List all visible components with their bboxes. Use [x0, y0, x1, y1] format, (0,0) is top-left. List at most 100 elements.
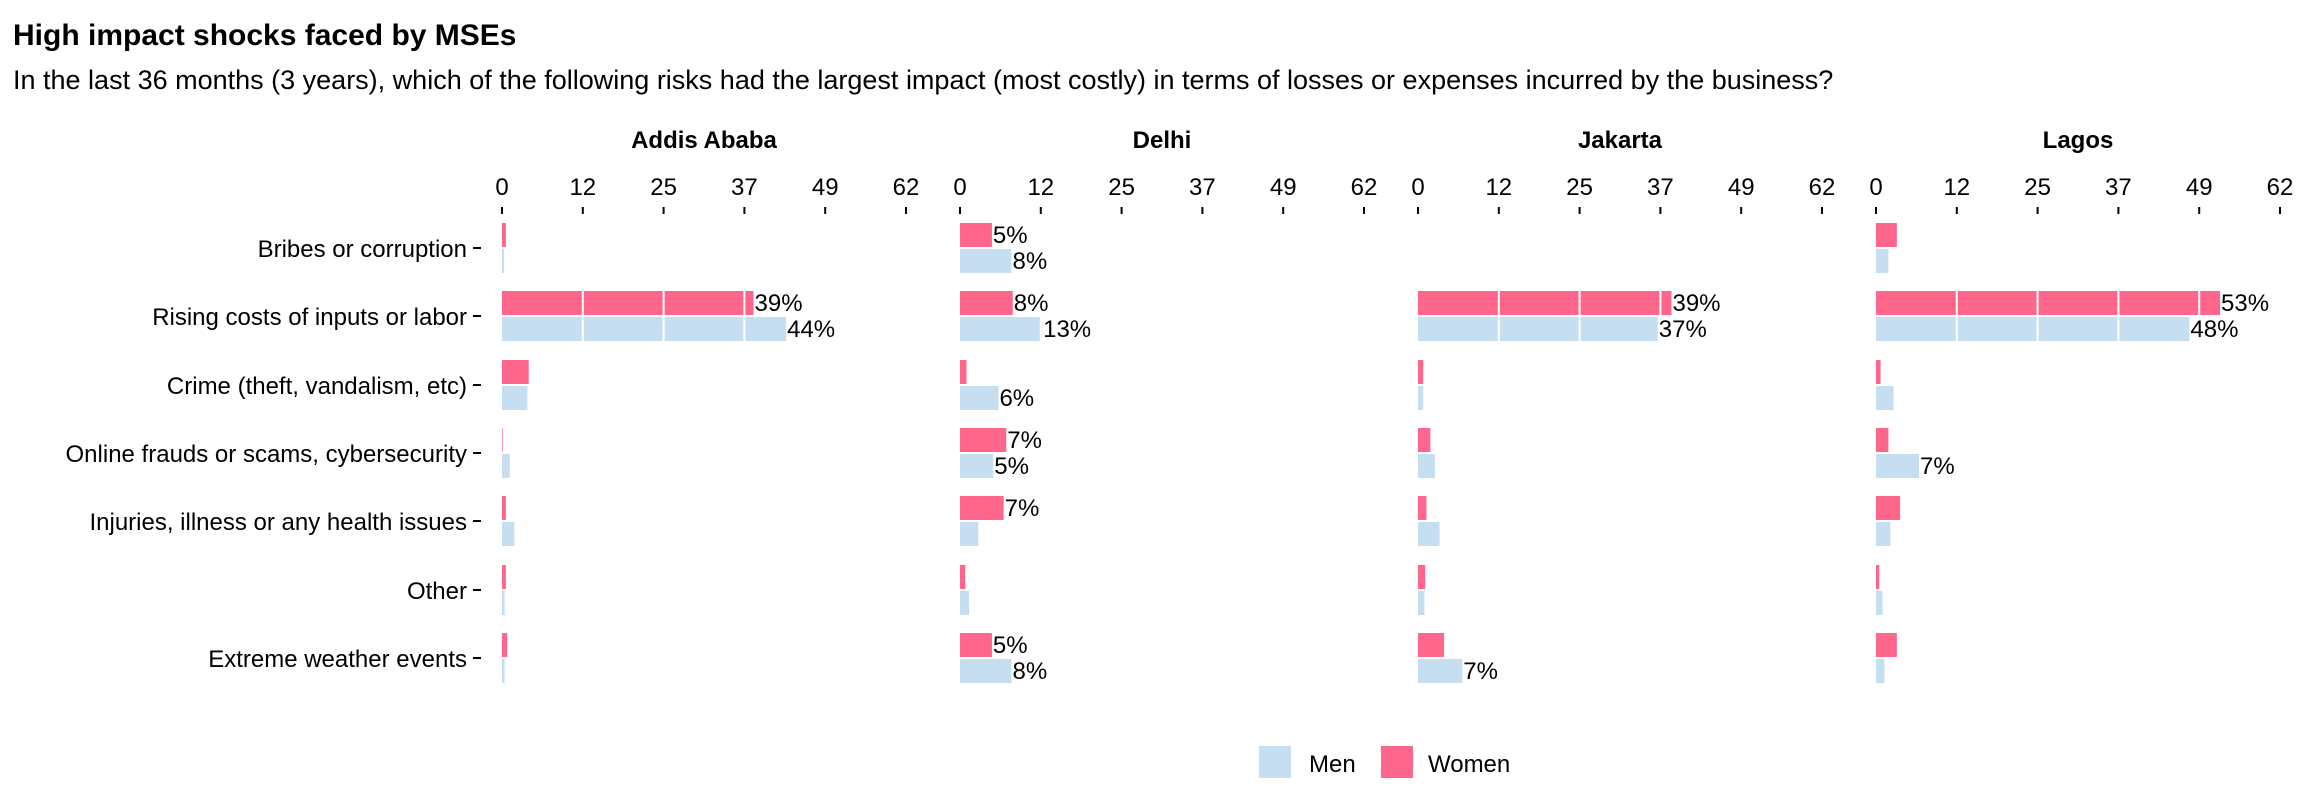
facet-title-delhi: Delhi — [1133, 127, 1192, 154]
bar-jakarta-women-online-frauds-or-scams-cybersecurity — [1418, 428, 1431, 452]
x-tick-label-delhi-62: 62 — [1351, 174, 1378, 201]
x-tick-label-delhi-12: 12 — [1027, 174, 1054, 201]
bar-delhi-women-extreme-weather-events — [960, 633, 992, 657]
bar-addis-ababa-men-rising-costs-of-inputs-or-labor — [502, 317, 787, 341]
bar-delhi-men-other — [960, 591, 970, 615]
bar-lagos-men-rising-costs-of-inputs-or-labor — [1876, 317, 2190, 341]
bar-addis-ababa-men-extreme-weather-events — [502, 659, 505, 683]
chart-subtitle: In the last 36 months (3 years), which o… — [13, 65, 1834, 95]
bar-addis-ababa-women-other — [502, 565, 506, 589]
bar-lagos-men-injuries-illness-or-any-health-issues — [1876, 522, 1891, 546]
category-label-other: Other — [407, 578, 467, 605]
bar-delhi-women-injuries-illness-or-any-health-issues — [960, 496, 1004, 520]
bar-jakarta-women-crime-theft-vandalism-etc — [1418, 360, 1424, 384]
chart-title: High impact shocks faced by MSEs — [13, 19, 517, 52]
x-tick-label-jakarta-12: 12 — [1485, 174, 1512, 201]
x-tick-label-delhi-37: 37 — [1189, 174, 1216, 201]
bar-delhi-women-rising-costs-of-inputs-or-labor — [960, 291, 1013, 315]
category-label-bribes-or-corruption: Bribes or corruption — [258, 236, 467, 263]
bar-jakarta-women-rising-costs-of-inputs-or-labor — [1418, 291, 1672, 315]
facet-title-jakarta: Jakarta — [1578, 127, 1663, 154]
data-label-delhi-men-online-frauds-or-scams-cybersecurity: 5% — [994, 453, 1029, 480]
x-tick-label-addis-ababa-0: 0 — [495, 174, 508, 201]
category-label-injuries-illness-or-any-health-issues: Injuries, illness or any health issues — [89, 509, 467, 536]
x-tick-label-jakarta-37: 37 — [1647, 174, 1674, 201]
bar-delhi-women-online-frauds-or-scams-cybersecurity — [960, 428, 1007, 452]
bar-addis-ababa-men-other — [502, 591, 505, 615]
category-label-online-frauds-or-scams-cybersecurity: Online frauds or scams, cybersecurity — [66, 441, 467, 468]
data-label-lagos-men-online-frauds-or-scams-cybersecurity: 7% — [1920, 453, 1955, 480]
bar-lagos-women-extreme-weather-events — [1876, 633, 1897, 657]
category-label-crime-theft-vandalism-etc: Crime (theft, vandalism, etc) — [167, 373, 467, 400]
facet-title-lagos: Lagos — [2043, 127, 2114, 154]
bar-lagos-men-extreme-weather-events — [1876, 659, 1885, 683]
bar-lagos-women-online-frauds-or-scams-cybersecurity — [1876, 428, 1889, 452]
bar-jakarta-women-extreme-weather-events — [1418, 633, 1445, 657]
bar-delhi-women-crime-theft-vandalism-etc — [960, 360, 967, 384]
bar-addis-ababa-women-crime-theft-vandalism-etc — [502, 360, 529, 384]
bar-lagos-men-online-frauds-or-scams-cybersecurity — [1876, 454, 1920, 478]
bar-addis-ababa-women-online-frauds-or-scams-cybersecurity — [502, 428, 503, 452]
x-tick-label-addis-ababa-62: 62 — [893, 174, 920, 201]
data-label-delhi-women-extreme-weather-events: 5% — [993, 632, 1028, 659]
bar-delhi-men-bribes-or-corruption — [960, 249, 1012, 273]
bar-addis-ababa-men-injuries-illness-or-any-health-issues — [502, 522, 515, 546]
data-label-jakarta-men-extreme-weather-events: 7% — [1463, 658, 1498, 685]
category-label-extreme-weather-events: Extreme weather events — [208, 646, 467, 673]
data-label-lagos-women-rising-costs-of-inputs-or-labor: 53% — [2221, 290, 2269, 317]
x-tick-label-lagos-49: 49 — [2186, 174, 2213, 201]
bar-jakarta-men-other — [1418, 591, 1425, 615]
category-label-rising-costs-of-inputs-or-labor: Rising costs of inputs or labor — [152, 304, 467, 331]
x-tick-label-addis-ababa-49: 49 — [812, 174, 839, 201]
bar-lagos-men-other — [1876, 591, 1883, 615]
x-tick-label-jakarta-25: 25 — [1566, 174, 1593, 201]
x-tick-label-lagos-62: 62 — [2267, 174, 2294, 201]
data-label-delhi-men-bribes-or-corruption: 8% — [1012, 248, 1047, 275]
x-tick-label-addis-ababa-12: 12 — [569, 174, 596, 201]
x-tick-label-delhi-0: 0 — [953, 174, 966, 201]
bar-delhi-women-bribes-or-corruption — [960, 223, 992, 247]
bar-addis-ababa-men-crime-theft-vandalism-etc — [502, 386, 528, 410]
bar-lagos-men-crime-theft-vandalism-etc — [1876, 386, 1894, 410]
facet-title-addis-ababa: Addis Ababa — [631, 127, 777, 154]
bar-jakarta-men-injuries-illness-or-any-health-issues — [1418, 522, 1440, 546]
bar-lagos-women-injuries-illness-or-any-health-issues — [1876, 496, 1901, 520]
x-tick-label-delhi-49: 49 — [1270, 174, 1297, 201]
legend-swatch-men — [1259, 746, 1291, 778]
x-tick-label-lagos-12: 12 — [1943, 174, 1970, 201]
bar-addis-ababa-men-bribes-or-corruption — [502, 249, 504, 273]
bar-addis-ababa-women-bribes-or-corruption — [502, 223, 506, 247]
bar-jakarta-women-other — [1418, 565, 1426, 589]
bar-delhi-men-injuries-illness-or-any-health-issues — [960, 522, 979, 546]
data-label-delhi-women-rising-costs-of-inputs-or-labor: 8% — [1014, 290, 1049, 317]
bar-addis-ababa-women-extreme-weather-events — [502, 633, 508, 657]
x-tick-label-lagos-37: 37 — [2105, 174, 2132, 201]
bar-jakarta-women-injuries-illness-or-any-health-issues — [1418, 496, 1427, 520]
legend-label-women: Women — [1428, 751, 1510, 778]
data-label-delhi-men-extreme-weather-events: 8% — [1012, 658, 1047, 685]
bar-lagos-women-other — [1876, 565, 1880, 589]
bar-jakarta-men-online-frauds-or-scams-cybersecurity — [1418, 454, 1435, 478]
bar-addis-ababa-women-rising-costs-of-inputs-or-labor — [502, 291, 754, 315]
data-label-lagos-men-rising-costs-of-inputs-or-labor: 48% — [2190, 316, 2238, 343]
bar-jakarta-men-rising-costs-of-inputs-or-labor — [1418, 317, 1658, 341]
data-label-delhi-men-rising-costs-of-inputs-or-labor: 13% — [1043, 316, 1091, 343]
bar-addis-ababa-men-online-frauds-or-scams-cybersecurity — [502, 454, 510, 478]
bar-lagos-women-rising-costs-of-inputs-or-labor — [1876, 291, 2221, 315]
data-label-delhi-women-injuries-illness-or-any-health-issues: 7% — [1005, 495, 1040, 522]
bar-delhi-men-rising-costs-of-inputs-or-labor — [960, 317, 1043, 341]
bar-delhi-men-crime-theft-vandalism-etc — [960, 386, 999, 410]
data-label-delhi-women-bribes-or-corruption: 5% — [993, 222, 1028, 249]
x-tick-label-addis-ababa-25: 25 — [650, 174, 677, 201]
bar-lagos-women-bribes-or-corruption — [1876, 223, 1897, 247]
data-label-addis-ababa-men-rising-costs-of-inputs-or-labor: 44% — [787, 316, 835, 343]
bar-delhi-men-extreme-weather-events — [960, 659, 1012, 683]
x-tick-label-lagos-0: 0 — [1869, 174, 1882, 201]
legend-swatch-women — [1381, 746, 1413, 778]
x-tick-label-lagos-25: 25 — [2024, 174, 2051, 201]
data-label-delhi-women-online-frauds-or-scams-cybersecurity: 7% — [1007, 427, 1042, 454]
x-tick-label-jakarta-49: 49 — [1728, 174, 1755, 201]
bar-delhi-women-other — [960, 565, 966, 589]
bar-lagos-men-bribes-or-corruption — [1876, 249, 1889, 273]
